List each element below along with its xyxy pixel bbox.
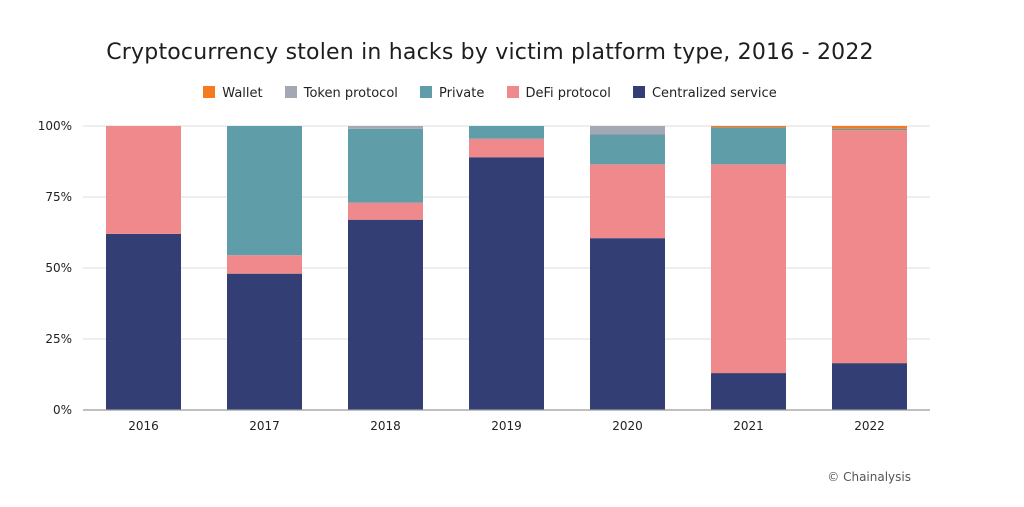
legend-label-token-protocol: Token protocol — [303, 86, 398, 101]
legend-label-wallet: Wallet — [222, 86, 263, 101]
x-tick-label: 2021 — [733, 419, 764, 433]
legend-swatch-wallet — [203, 86, 216, 98]
x-tick-label: 2020 — [612, 419, 643, 433]
bar-segment-centralized-service-2022 — [832, 363, 907, 410]
chart-title: Cryptocurrency stolen in hacks by victim… — [106, 40, 874, 65]
legend-swatch-centralized-service — [632, 86, 645, 98]
bar-segment-centralized-service-2021 — [711, 373, 786, 410]
legend-swatch-token-protocol — [284, 86, 297, 98]
source-credit: © Chainalysis — [827, 470, 911, 484]
bar-segment-defi-protocol-2021 — [711, 164, 786, 374]
y-tick-label: 50% — [45, 261, 72, 275]
bar-segment-token-protocol-2020 — [590, 126, 665, 135]
bar-segment-centralized-service-2018 — [348, 219, 423, 410]
legend-swatch-defi-protocol — [506, 86, 519, 98]
legend-item-centralized-service: Centralized service — [632, 86, 777, 101]
y-tick-label: 100% — [38, 119, 72, 133]
x-tick-label: 2022 — [854, 419, 885, 433]
bar-segment-centralized-service-2016 — [106, 233, 181, 410]
chart-legend: Wallet Token protocol Private DeFi proto… — [0, 86, 980, 101]
x-tick-label: 2017 — [249, 419, 280, 433]
bar-segment-private-2017 — [227, 126, 302, 256]
legend-item-wallet: Wallet — [203, 86, 263, 101]
legend-item-private: Private — [420, 86, 484, 101]
bar-segment-defi-protocol-2018 — [348, 202, 423, 220]
y-tick-label: 25% — [45, 332, 72, 346]
bar-segment-private-2022 — [832, 128, 907, 131]
bar-segment-private-2019 — [469, 126, 544, 139]
bar-segment-defi-protocol-2022 — [832, 130, 907, 364]
bar-segment-defi-protocol-2016 — [106, 126, 181, 234]
x-axis: 2016 2017 2018 2019 2020 2021 2022 — [83, 409, 930, 433]
y-axis: 0% 25% 50% 75% 100% — [38, 119, 72, 417]
y-tick-label: 0% — [53, 403, 72, 417]
legend-item-defi-protocol: DeFi protocol — [506, 86, 611, 101]
bar-segment-defi-protocol-2019 — [469, 138, 544, 158]
bar-segment-private-2021 — [711, 127, 786, 165]
bar-segment-centralized-service-2020 — [590, 238, 665, 410]
legend-swatch-private — [420, 86, 433, 98]
legend-label-centralized-service: Centralized service — [651, 86, 777, 101]
x-tick-label: 2019 — [491, 419, 522, 433]
bar-segment-wallet-2022 — [832, 126, 907, 129]
bar-segment-centralized-service-2017 — [227, 273, 302, 410]
legend-label-private: Private — [439, 86, 485, 101]
bar-segment-private-2020 — [590, 134, 665, 165]
x-tick-label: 2018 — [370, 419, 401, 433]
legend-label-defi-protocol: DeFi protocol — [525, 86, 611, 101]
bar-segment-token-protocol-2018 — [348, 126, 423, 129]
bar-segment-centralized-service-2019 — [469, 157, 544, 410]
bar-segment-private-2018 — [348, 128, 423, 203]
x-tick-label: 2016 — [128, 419, 159, 433]
bar-segment-wallet-2021 — [711, 126, 786, 128]
bar-segment-defi-protocol-2017 — [227, 255, 302, 274]
bar-segment-defi-protocol-2020 — [590, 164, 665, 239]
bar-stacks — [106, 126, 907, 410]
legend-item-token-protocol: Token protocol — [284, 86, 398, 101]
y-tick-label: 75% — [45, 190, 72, 204]
